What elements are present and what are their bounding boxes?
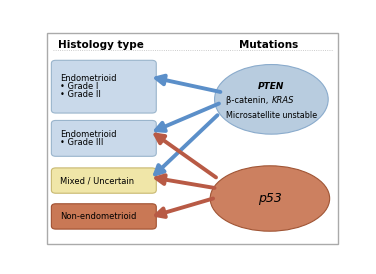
FancyBboxPatch shape [52, 60, 156, 113]
Text: Endometrioid: Endometrioid [60, 74, 117, 83]
Text: Mixed / Uncertain: Mixed / Uncertain [60, 176, 134, 185]
Text: PTEN: PTEN [258, 82, 285, 91]
Text: • Grade I: • Grade I [60, 82, 99, 91]
Ellipse shape [210, 166, 330, 231]
FancyBboxPatch shape [52, 204, 156, 229]
FancyBboxPatch shape [52, 168, 156, 193]
Text: p53: p53 [258, 192, 282, 205]
Text: β-catenin,: β-catenin, [226, 96, 271, 105]
Ellipse shape [215, 64, 328, 134]
Text: Mutations: Mutations [239, 40, 298, 50]
Text: Endometrioid: Endometrioid [60, 130, 117, 139]
Text: KRAS: KRAS [272, 96, 294, 105]
FancyBboxPatch shape [52, 121, 156, 156]
Text: • Grade III: • Grade III [60, 138, 103, 147]
Text: Histology type: Histology type [58, 40, 144, 50]
Text: Microsatellite unstable: Microsatellite unstable [226, 111, 317, 120]
Text: • Grade II: • Grade II [60, 90, 101, 99]
Text: Non-endometrioid: Non-endometrioid [60, 212, 136, 221]
